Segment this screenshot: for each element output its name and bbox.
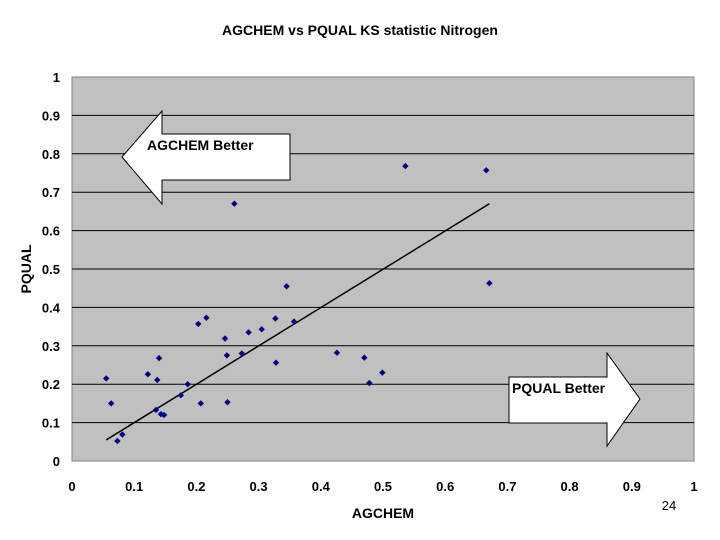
x-tick-label: 0.6	[436, 479, 454, 494]
right-arrow-shape	[508, 351, 641, 448]
data-point	[258, 326, 265, 333]
data-point	[290, 318, 298, 325]
y-axis-ticks: 0 0.1 0.2 0.3 0.4 0.5 0.6 0.7 0.8 0.9 1	[42, 70, 61, 469]
data-point	[486, 280, 493, 287]
data-point	[231, 200, 238, 207]
y-tick-label: 0.8	[42, 147, 60, 162]
data-point	[152, 406, 160, 414]
y-tick-label: 1	[53, 70, 60, 85]
left-arrow-shape	[121, 109, 291, 206]
x-tick-label: 0.3	[250, 479, 268, 494]
x-tick-label: 0.5	[374, 479, 392, 494]
data-point	[483, 167, 490, 174]
y-tick-label: 0	[53, 454, 60, 469]
pqual-better-label: PQUAL Better	[512, 380, 606, 396]
trendline	[105, 203, 490, 441]
data-point	[144, 371, 152, 378]
y-tick-label: 0.9	[42, 108, 60, 123]
y-tick-label: 0.2	[42, 377, 60, 392]
data-point	[114, 437, 121, 445]
x-tick-label: 0.7	[498, 479, 516, 494]
page-number: 24	[662, 498, 676, 513]
agchem-better-label: AGCHEM Better	[147, 137, 254, 153]
data-point	[160, 411, 168, 419]
data-point	[195, 320, 202, 328]
data-point	[107, 400, 115, 407]
data-point	[272, 315, 279, 322]
data-point	[245, 329, 252, 336]
data-point	[221, 335, 229, 342]
x-tick-label: 0.4	[312, 479, 331, 494]
data-point	[238, 350, 246, 357]
data-point	[155, 354, 163, 362]
data-point	[197, 400, 204, 407]
data-point	[103, 375, 110, 382]
agchem-better-arrow: AGCHEM Better	[121, 109, 291, 206]
x-axis-ticks: 0 0.1 0.2 0.3 0.4 0.5 0.6 0.7 0.8 0.9 1	[68, 479, 697, 494]
data-point	[119, 431, 126, 438]
data-points	[103, 162, 493, 445]
x-tick-label: 1	[690, 479, 697, 494]
y-tick-label: 0.6	[42, 224, 60, 239]
x-tick-label: 0	[68, 479, 75, 494]
data-point	[203, 314, 210, 321]
x-tick-label: 0.2	[187, 479, 205, 494]
data-point	[333, 349, 341, 356]
data-point	[224, 399, 231, 406]
y-tick-label: 0.5	[42, 262, 60, 277]
y-tick-label: 0.4	[42, 300, 61, 315]
data-point	[154, 376, 161, 384]
data-point	[366, 379, 373, 387]
data-point	[283, 283, 290, 290]
y-axis-title: PQUAL	[18, 244, 34, 293]
data-point	[177, 392, 185, 399]
data-point	[184, 381, 191, 388]
x-tick-label: 0.9	[623, 479, 641, 494]
x-tick-label: 0.1	[125, 479, 143, 494]
pqual-better-arrow: PQUAL Better	[508, 351, 641, 448]
data-point	[361, 354, 368, 361]
x-axis-title: AGCHEM	[352, 505, 414, 521]
y-tick-label: 0.3	[42, 339, 60, 354]
x-tick-label: 0.8	[561, 479, 579, 494]
data-point	[379, 369, 386, 376]
data-point	[223, 352, 231, 359]
chart-title: AGCHEM vs PQUAL KS statistic Nitrogen	[222, 22, 498, 38]
y-tick-label: 0.1	[42, 416, 60, 431]
data-point	[402, 162, 409, 170]
data-point	[272, 359, 280, 366]
y-tick-label: 0.7	[42, 185, 60, 200]
